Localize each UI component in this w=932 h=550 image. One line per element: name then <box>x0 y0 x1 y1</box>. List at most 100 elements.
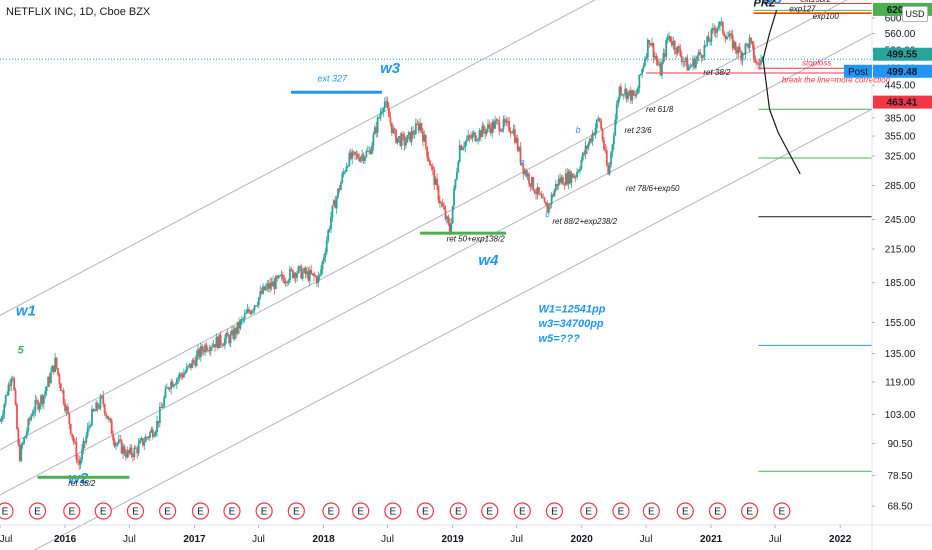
annotation-label: w3 <box>380 60 401 77</box>
candle <box>545 201 547 206</box>
price-tick-label: 135.00 <box>885 349 916 360</box>
candle <box>136 446 139 459</box>
candle-body <box>526 173 529 177</box>
candle <box>35 396 38 405</box>
earnings-circle <box>28 502 47 520</box>
candle <box>105 411 107 419</box>
candle <box>0 417 1 422</box>
candle-body <box>563 184 566 186</box>
candle <box>308 266 311 287</box>
candle-body <box>540 194 543 198</box>
earnings-marker-icon: E <box>513 502 531 520</box>
candle-body <box>747 43 750 49</box>
candle <box>40 394 42 411</box>
candle <box>697 49 700 62</box>
candle <box>98 404 100 410</box>
candle-body <box>291 269 294 278</box>
candle-body <box>321 261 324 270</box>
price-label-text: 499.48 <box>887 67 918 78</box>
candle <box>451 205 454 225</box>
candle-body <box>140 438 143 441</box>
earnings-letter: E <box>2 507 9 518</box>
candle-body <box>704 44 707 46</box>
candle <box>468 134 471 143</box>
candle-body <box>656 60 659 65</box>
candle <box>673 39 676 55</box>
annotation-label: ret 78/6+exp50 <box>626 184 680 193</box>
candle-body <box>400 134 403 146</box>
candle-body <box>221 344 223 346</box>
currency-button[interactable]: USD <box>902 6 928 22</box>
candle <box>315 275 318 287</box>
candle <box>140 436 143 442</box>
candle-body <box>396 137 399 143</box>
candle-body <box>199 346 202 358</box>
earnings-circle <box>352 502 370 520</box>
candle-body <box>587 143 590 149</box>
candle-body <box>464 141 467 147</box>
candle <box>467 130 470 142</box>
candle <box>246 303 249 314</box>
candle-body <box>20 444 23 461</box>
candle-body <box>621 94 624 96</box>
candle-body <box>154 432 157 435</box>
candle-body <box>549 203 552 205</box>
candle-body <box>557 178 560 186</box>
candle-body <box>308 269 311 281</box>
candle <box>243 309 246 323</box>
candle <box>431 162 434 176</box>
candle <box>632 89 635 96</box>
candle <box>405 137 407 149</box>
candle <box>455 167 458 181</box>
candle <box>117 434 120 446</box>
candle <box>502 115 505 133</box>
candle <box>354 151 356 160</box>
candle <box>59 382 62 392</box>
candle <box>212 339 215 348</box>
candle-body <box>559 178 562 183</box>
candle <box>528 171 530 188</box>
candle-body <box>233 328 236 339</box>
candle <box>194 356 197 369</box>
annotation-label: W1=12541pp <box>539 304 606 316</box>
candle-body <box>659 63 662 76</box>
candle-body <box>740 51 743 61</box>
time-axis[interactable]: Jul 2016 Jul 2017 Jul 2018 Jul 2019 Jul 2020 Jul 20… <box>0 525 852 545</box>
candle-body <box>263 286 266 291</box>
candle <box>188 363 191 369</box>
candle-body <box>365 151 368 158</box>
candle-body <box>248 309 250 312</box>
time-tick-label: Jul <box>640 534 653 545</box>
candle <box>74 438 76 445</box>
candle <box>535 188 537 200</box>
candle-body <box>593 133 595 136</box>
candle <box>446 215 448 225</box>
candle-body <box>451 205 454 224</box>
candle-body <box>66 406 69 414</box>
level-lines <box>0 2 872 472</box>
candle <box>342 168 345 178</box>
candle <box>205 342 208 353</box>
earnings-circle <box>513 502 531 520</box>
candle-body <box>434 178 437 185</box>
candle-body <box>477 138 479 141</box>
candle <box>195 350 198 367</box>
candle <box>752 41 755 63</box>
candle <box>724 34 727 43</box>
earnings-circle <box>191 502 210 520</box>
candle-body <box>219 334 222 345</box>
candle <box>761 56 764 63</box>
candle <box>458 139 461 164</box>
candle <box>543 196 546 204</box>
candle-body <box>631 90 634 101</box>
candle-body <box>583 152 586 155</box>
candle-body <box>556 183 559 186</box>
price-axis[interactable]: 600.00560.00520.00480.00445.00385.00355.… <box>872 14 916 513</box>
candle <box>518 146 520 153</box>
candle <box>627 92 629 103</box>
candle <box>47 375 49 387</box>
candle <box>661 58 663 79</box>
earnings-marker-icon: E <box>322 502 340 520</box>
earnings-marker-icon: E <box>642 502 660 520</box>
